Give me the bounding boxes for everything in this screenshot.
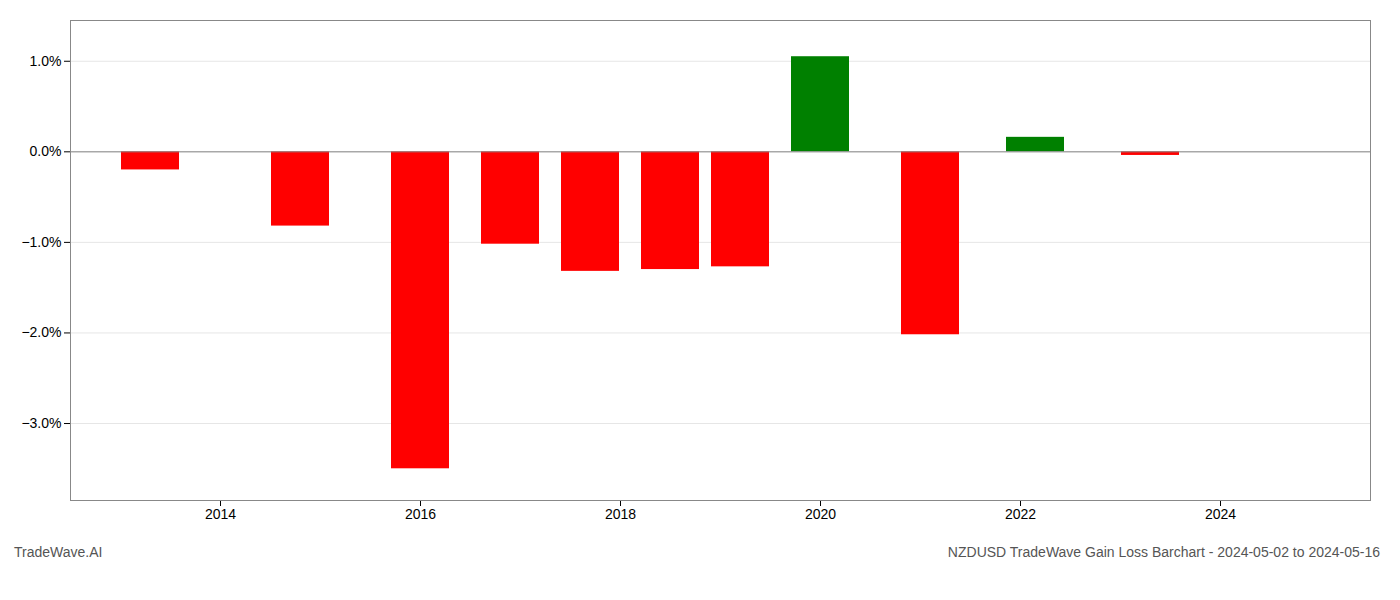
html-text:NZDUSD TradeWave Gain Loss Bar: NZDUSD TradeWave Gain Loss Barchart - 20… [947,544,1380,560]
svg-text:2020: 2020 [805,506,836,522]
html-text:TradeWave.AI: TradeWave.AI [14,544,103,560]
svg-text:2014: 2014 [205,506,236,522]
svg-text:2022: 2022 [1005,506,1036,522]
svg-text:−1.0%: −1.0% [21,234,61,250]
svg-text:1.0%: 1.0% [30,53,62,69]
svg-text:0.0%: 0.0% [30,143,62,159]
svg-text:2024: 2024 [1205,506,1236,522]
svg-text:2018: 2018 [605,506,636,522]
svg-text:−3.0%: −3.0% [21,415,61,431]
svg-text:2016: 2016 [405,506,436,522]
svg-text:−2.0%: −2.0% [21,324,61,340]
